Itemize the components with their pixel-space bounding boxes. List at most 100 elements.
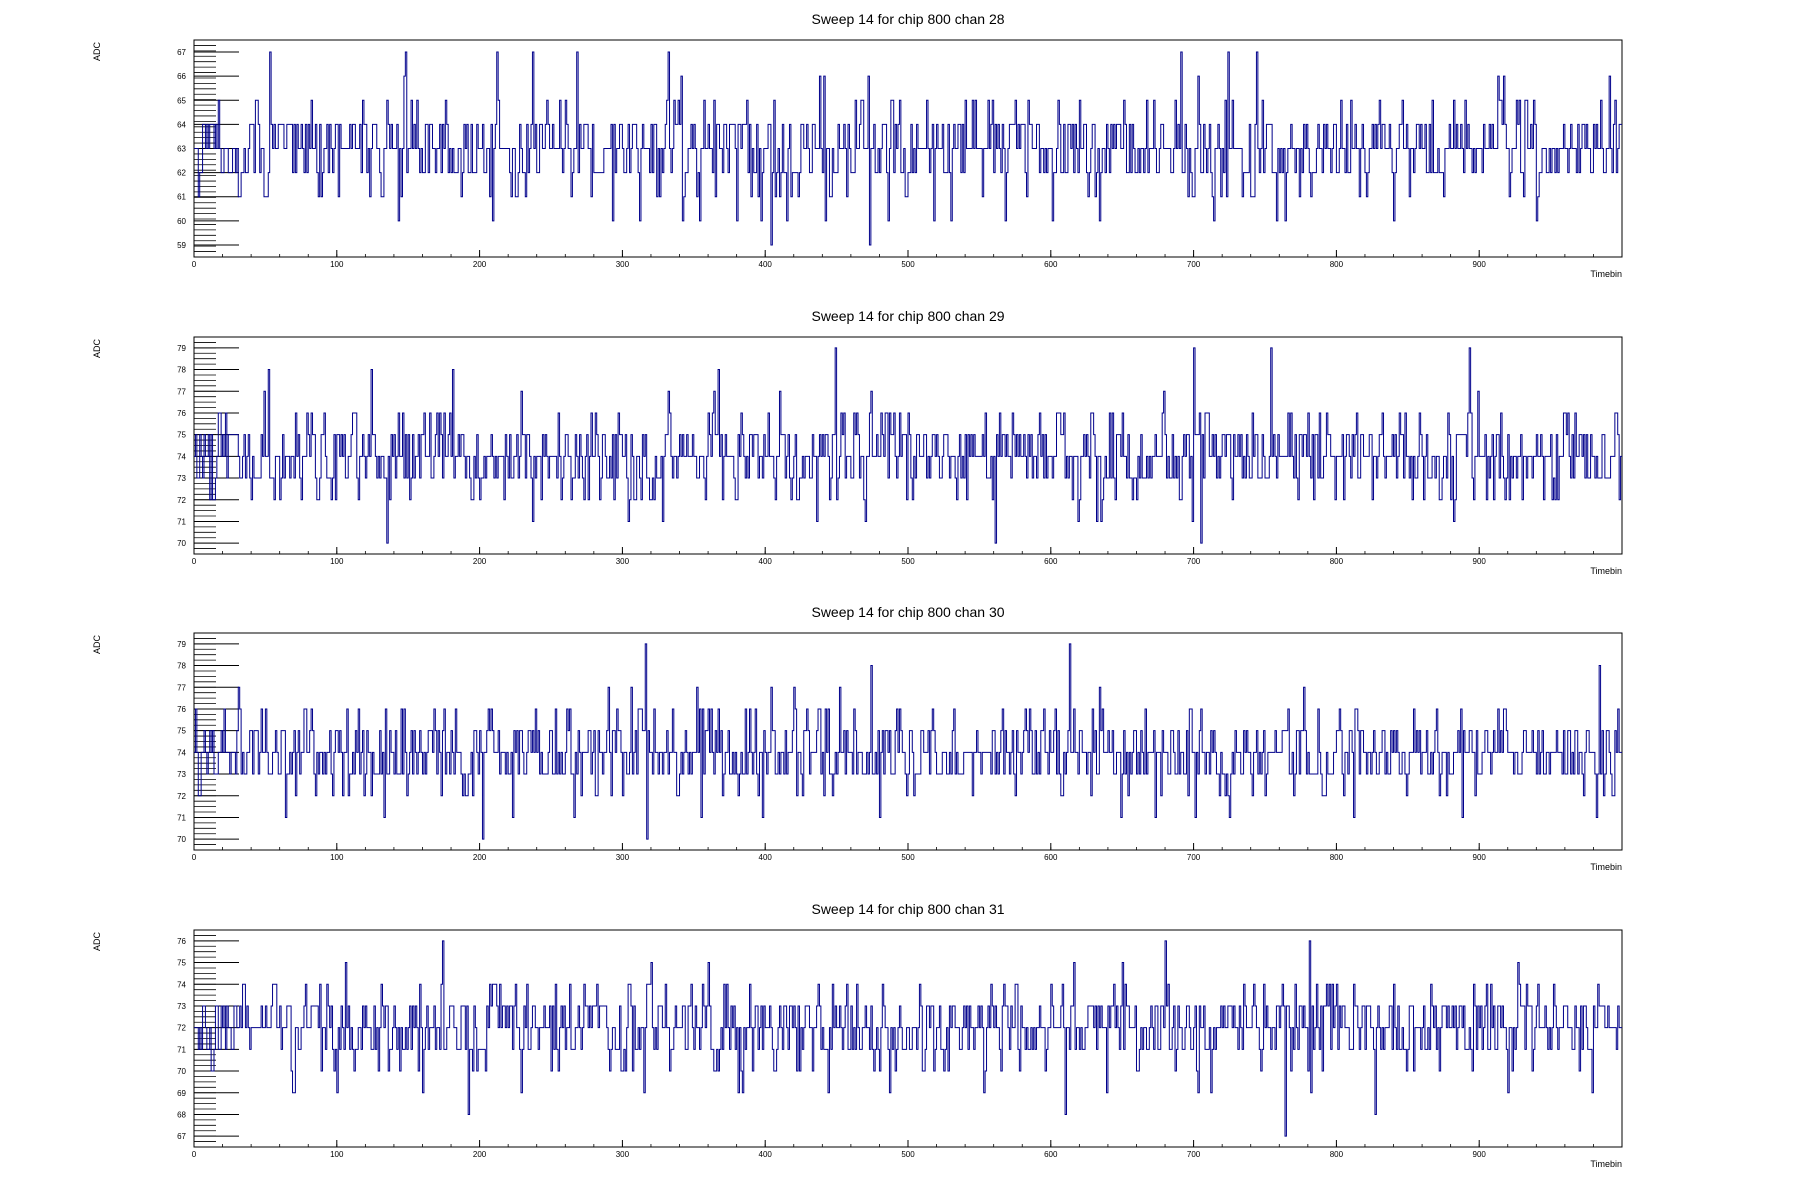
chart-panel-2: Sweep 14 for chip 800 chan 29 ADC Timebin 0… (92, 308, 1623, 576)
x-tick-label: 0 (192, 1150, 197, 1159)
y-tick-label: 65 (177, 96, 186, 105)
y-tick-label: 74 (177, 748, 186, 757)
chart-title: Sweep 14 for chip 800 chan 29 (811, 308, 1004, 324)
y-tick-label: 60 (177, 217, 186, 226)
y-tick-label: 61 (177, 193, 186, 202)
y-tick-label: 76 (177, 937, 186, 946)
x-tick-label: 400 (759, 853, 773, 862)
x-tick-label: 400 (759, 557, 773, 566)
x-tick-label: 200 (473, 853, 487, 862)
y-tick-label: 64 (177, 120, 186, 129)
y-tick-label: 71 (177, 1045, 186, 1054)
x-tick-label: 0 (192, 853, 197, 862)
x-tick-label: 300 (616, 853, 630, 862)
x-tick-label: 700 (1187, 557, 1201, 566)
x-tick-label: 300 (616, 260, 630, 269)
y-tick-label: 74 (177, 452, 186, 461)
x-tick-label: 700 (1187, 853, 1201, 862)
y-tick-label: 62 (177, 169, 186, 178)
chart-panel-4: Sweep 14 for chip 800 chan 31 ADC Timebin 0… (92, 901, 1623, 1169)
x-axis-label: Timebin (1590, 1159, 1622, 1169)
chart-title: Sweep 14 for chip 800 chan 31 (811, 901, 1004, 917)
y-tick-label: 77 (177, 387, 186, 396)
x-tick-label: 0 (192, 557, 197, 566)
x-tick-label: 500 (901, 260, 915, 269)
x-tick-label: 200 (473, 1150, 487, 1159)
y-axis-label: ADC (92, 339, 102, 359)
x-tick-label: 300 (616, 557, 630, 566)
y-tick-label: 79 (177, 640, 186, 649)
y-tick-label: 79 (177, 344, 186, 353)
chart-panel-3: Sweep 14 for chip 800 chan 30 ADC Timebin 0… (92, 604, 1623, 872)
y-tick-label: 69 (177, 1089, 186, 1098)
y-axis-label: ADC (92, 932, 102, 952)
x-tick-label: 800 (1330, 1150, 1344, 1159)
x-tick-label: 900 (1473, 260, 1487, 269)
y-tick-label: 77 (177, 683, 186, 692)
y-tick-label: 75 (177, 727, 186, 736)
y-tick-label: 78 (177, 366, 186, 375)
y-tick-label: 72 (177, 496, 186, 505)
x-tick-label: 700 (1187, 1150, 1201, 1159)
y-tick-label: 67 (177, 1132, 186, 1141)
data-series-line (194, 643, 1622, 840)
y-tick-label: 73 (177, 474, 186, 483)
x-tick-label: 400 (759, 260, 773, 269)
chart-title: Sweep 14 for chip 800 chan 28 (811, 11, 1004, 27)
y-axis-label: ADC (92, 42, 102, 62)
x-tick-label: 900 (1473, 557, 1487, 566)
x-tick-label: 100 (330, 1150, 344, 1159)
y-tick-label: 70 (177, 835, 186, 844)
x-tick-label: 900 (1473, 1150, 1487, 1159)
y-tick-label: 75 (177, 959, 186, 968)
x-tick-label: 200 (473, 557, 487, 566)
y-tick-label: 72 (177, 792, 186, 801)
data-series-line (194, 347, 1622, 544)
y-tick-label: 78 (177, 662, 186, 671)
data-series-line (194, 940, 1622, 1137)
y-tick-label: 76 (177, 409, 186, 418)
x-tick-label: 800 (1330, 557, 1344, 566)
x-tick-label: 500 (901, 1150, 915, 1159)
y-tick-label: 71 (177, 813, 186, 822)
x-tick-label: 600 (1044, 260, 1058, 269)
y-tick-label: 59 (177, 241, 186, 250)
y-tick-label: 71 (177, 517, 186, 526)
y-tick-label: 68 (177, 1110, 186, 1119)
chart-panel-1: Sweep 14 for chip 800 chan 28 ADC Timebin 0… (92, 11, 1623, 279)
x-tick-label: 100 (330, 557, 344, 566)
y-tick-label: 66 (177, 72, 186, 81)
x-tick-label: 200 (473, 260, 487, 269)
data-series-line (194, 51, 1622, 246)
x-tick-label: 600 (1044, 1150, 1058, 1159)
plot-frame (193, 632, 1623, 851)
y-tick-label: 63 (177, 145, 186, 154)
y-tick-label: 73 (177, 770, 186, 779)
y-tick-label: 72 (177, 1024, 186, 1033)
x-tick-label: 800 (1330, 260, 1344, 269)
x-tick-label: 900 (1473, 853, 1487, 862)
x-tick-label: 600 (1044, 853, 1058, 862)
x-tick-label: 100 (330, 853, 344, 862)
x-axis-label: Timebin (1590, 862, 1622, 872)
x-tick-label: 700 (1187, 260, 1201, 269)
x-tick-label: 100 (330, 260, 344, 269)
x-tick-label: 300 (616, 1150, 630, 1159)
y-tick-label: 74 (177, 980, 186, 989)
y-tick-label: 76 (177, 705, 186, 714)
y-tick-label: 67 (177, 48, 186, 57)
y-tick-label: 73 (177, 1002, 186, 1011)
x-tick-label: 500 (901, 557, 915, 566)
x-tick-label: 400 (759, 1150, 773, 1159)
x-tick-label: 600 (1044, 557, 1058, 566)
x-tick-label: 0 (192, 260, 197, 269)
x-tick-label: 800 (1330, 853, 1344, 862)
x-tick-label: 500 (901, 853, 915, 862)
y-axis-label: ADC (92, 635, 102, 655)
y-tick-label: 75 (177, 431, 186, 440)
chart-title: Sweep 14 for chip 800 chan 30 (811, 604, 1004, 620)
y-tick-label: 70 (177, 539, 186, 548)
y-tick-label: 70 (177, 1067, 186, 1076)
